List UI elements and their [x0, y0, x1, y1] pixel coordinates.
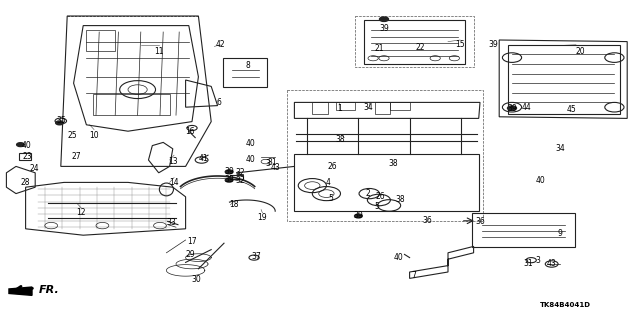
Text: 6: 6 — [216, 98, 221, 107]
Text: 4: 4 — [326, 178, 331, 187]
Text: 22: 22 — [415, 43, 424, 52]
Circle shape — [17, 143, 24, 147]
Text: 38: 38 — [335, 135, 346, 144]
Text: 8: 8 — [246, 61, 251, 70]
Text: 36: 36 — [422, 216, 433, 225]
Text: 30: 30 — [191, 276, 202, 284]
Text: 5: 5 — [328, 194, 333, 203]
Text: 34: 34 — [364, 103, 374, 112]
Text: 34: 34 — [555, 144, 565, 153]
Text: 12: 12 — [77, 208, 86, 217]
Text: 43: 43 — [547, 259, 557, 268]
Text: 37: 37 — [251, 252, 261, 261]
Polygon shape — [9, 287, 32, 295]
Text: 26: 26 — [375, 192, 385, 201]
Text: 39: 39 — [224, 167, 234, 176]
Text: 10: 10 — [89, 132, 99, 140]
Text: 17: 17 — [187, 237, 197, 246]
Text: 15: 15 — [455, 40, 465, 49]
Circle shape — [380, 17, 388, 21]
Circle shape — [225, 170, 233, 174]
Text: 32: 32 — [235, 176, 245, 185]
Text: 23: 23 — [22, 152, 33, 161]
Text: 27: 27 — [72, 152, 82, 161]
Text: 9: 9 — [557, 229, 563, 238]
Text: 24: 24 — [29, 164, 39, 173]
Text: 1: 1 — [337, 104, 342, 113]
Text: 3: 3 — [265, 159, 270, 168]
Text: 11: 11 — [154, 47, 163, 56]
Text: 2: 2 — [365, 189, 371, 198]
Text: TK84B4041D: TK84B4041D — [540, 302, 591, 308]
Text: 26: 26 — [328, 162, 338, 171]
Text: 43: 43 — [270, 163, 280, 172]
Circle shape — [508, 106, 516, 110]
Text: 5: 5 — [374, 202, 379, 211]
Text: 25: 25 — [67, 131, 77, 140]
Text: 39: 39 — [507, 104, 517, 113]
Text: FR.: FR. — [38, 285, 59, 295]
Text: 45: 45 — [566, 105, 577, 114]
Text: 39: 39 — [224, 175, 234, 184]
Text: 19: 19 — [257, 213, 268, 222]
Text: 39: 39 — [353, 212, 364, 220]
Text: 29: 29 — [185, 250, 195, 259]
Text: 13: 13 — [168, 157, 178, 166]
Text: 40: 40 — [22, 141, 32, 150]
Text: 40: 40 — [394, 253, 404, 262]
Circle shape — [225, 178, 233, 182]
Text: 3: 3 — [535, 256, 540, 265]
Text: 39: 39 — [488, 40, 499, 49]
Circle shape — [355, 214, 362, 218]
Text: 38: 38 — [388, 159, 398, 168]
Text: 36: 36 — [475, 217, 485, 226]
Text: 38: 38 — [396, 195, 406, 204]
Text: 21: 21 — [374, 44, 383, 53]
Text: 40: 40 — [536, 176, 546, 185]
Text: 18: 18 — [229, 200, 238, 209]
Text: 31: 31 — [524, 259, 534, 268]
Text: 40: 40 — [246, 139, 256, 148]
Circle shape — [56, 121, 63, 125]
Text: 35: 35 — [56, 116, 66, 125]
Text: 20: 20 — [575, 47, 585, 56]
Text: 28: 28 — [21, 178, 30, 187]
Text: 40: 40 — [246, 155, 256, 164]
Text: 31: 31 — [267, 158, 277, 167]
Text: 33: 33 — [166, 218, 176, 227]
Text: 16: 16 — [185, 127, 195, 136]
Text: 44: 44 — [521, 103, 531, 112]
Text: 14: 14 — [169, 178, 179, 187]
Text: 41: 41 — [198, 154, 209, 163]
Text: 39: 39 — [379, 24, 389, 33]
Text: 7: 7 — [411, 271, 416, 280]
Text: 42: 42 — [215, 40, 225, 49]
Text: 32: 32 — [235, 168, 245, 177]
